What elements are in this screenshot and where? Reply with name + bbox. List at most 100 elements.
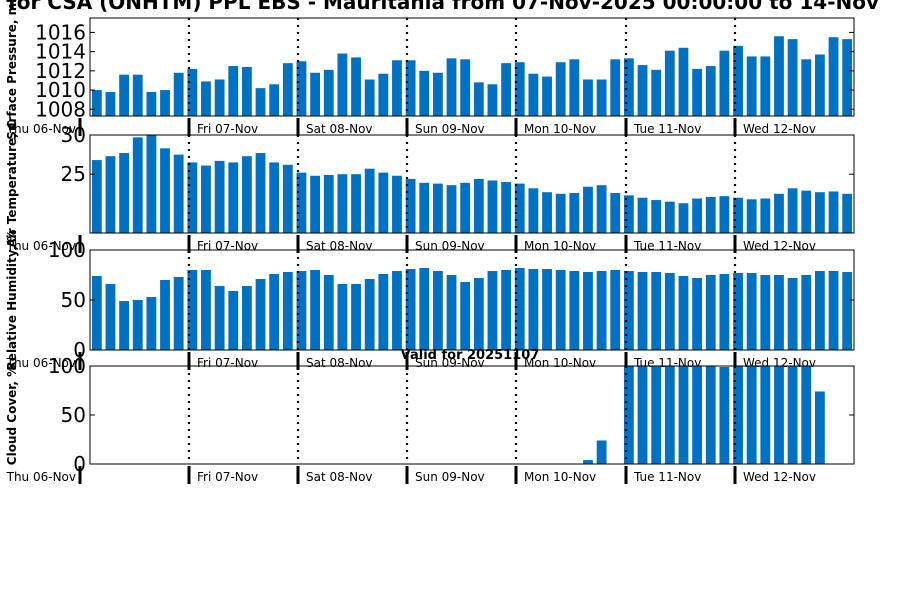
bar — [637, 197, 648, 233]
bar — [419, 182, 430, 233]
bar — [760, 275, 771, 350]
bar — [583, 460, 593, 464]
day-label: Mon 10-Nov — [524, 122, 596, 136]
bar — [814, 192, 825, 233]
ytick-label: 1016 — [35, 20, 86, 44]
bar — [664, 50, 675, 116]
ytick-label: 1010 — [35, 78, 86, 102]
bar — [351, 284, 361, 350]
bar — [282, 164, 293, 233]
bar — [623, 58, 634, 116]
bar — [487, 180, 498, 233]
bar — [364, 79, 375, 116]
bar — [432, 72, 443, 116]
bar — [774, 275, 784, 350]
bar — [364, 168, 375, 233]
bar — [105, 91, 116, 116]
bar — [719, 366, 730, 464]
bar — [692, 278, 703, 350]
bar — [651, 366, 662, 464]
bar — [460, 182, 471, 233]
bar — [692, 366, 703, 464]
bar — [678, 203, 689, 233]
bar — [146, 91, 157, 116]
bar — [337, 174, 348, 233]
bar — [119, 301, 130, 350]
bar — [569, 271, 580, 350]
bar — [160, 148, 170, 233]
bar — [269, 274, 280, 350]
bar — [828, 37, 839, 116]
bar — [487, 84, 498, 116]
bar — [801, 275, 812, 350]
bar — [719, 274, 730, 350]
day-label: Fri 07-Nov — [197, 470, 258, 484]
bar — [719, 50, 730, 116]
bar — [583, 272, 593, 350]
bar — [542, 269, 552, 350]
bar — [214, 160, 225, 233]
bar — [241, 286, 252, 350]
bar — [651, 272, 662, 350]
day-label: Thu 06-Nov — [6, 239, 76, 253]
ytick-label: 0 — [73, 338, 86, 362]
bar — [637, 65, 648, 116]
bar — [473, 178, 484, 233]
bar — [774, 193, 784, 233]
bar — [132, 300, 143, 350]
ylabel: Surface Pressure, mb — [5, 0, 19, 140]
bar — [678, 276, 689, 350]
bar — [419, 70, 430, 116]
bar — [828, 191, 839, 233]
bar — [705, 196, 716, 233]
bar — [637, 366, 648, 464]
bar — [637, 272, 648, 350]
bar — [746, 199, 757, 233]
bar — [733, 197, 743, 233]
bar — [201, 81, 211, 116]
day-label: Sat 08-Nov — [306, 356, 373, 370]
bar — [774, 366, 784, 464]
bar — [337, 284, 348, 350]
bar — [542, 76, 552, 116]
bar — [842, 39, 853, 116]
bar — [405, 269, 416, 350]
ytick-label: 25 — [61, 162, 86, 186]
bar — [91, 90, 102, 116]
day-label: Fri 07-Nov — [197, 239, 258, 253]
bar — [91, 276, 102, 350]
bar — [828, 271, 839, 350]
bar — [378, 274, 389, 350]
bar — [596, 185, 607, 233]
bar — [392, 60, 402, 116]
bar — [228, 291, 239, 350]
bar — [514, 268, 525, 350]
ylabel: Relative Humidity, % — [5, 230, 19, 371]
bar — [596, 79, 607, 116]
bar — [146, 135, 157, 233]
bar — [842, 272, 853, 350]
bar — [555, 193, 566, 233]
day-label: Wed 12-Nov — [743, 470, 816, 484]
bar — [705, 66, 716, 116]
bar — [173, 72, 184, 116]
bar — [241, 156, 252, 233]
bar — [460, 59, 471, 116]
bar — [692, 198, 703, 233]
bar — [282, 272, 293, 350]
day-label: Tue 11-Nov — [633, 122, 701, 136]
bar — [473, 82, 484, 116]
bar — [528, 188, 539, 233]
panel-frame — [89, 17, 855, 117]
bar — [119, 74, 130, 116]
bar — [105, 284, 116, 350]
bar — [623, 271, 634, 350]
bar — [596, 440, 607, 464]
bar — [787, 366, 798, 464]
bar — [105, 156, 116, 233]
bar — [719, 196, 730, 233]
